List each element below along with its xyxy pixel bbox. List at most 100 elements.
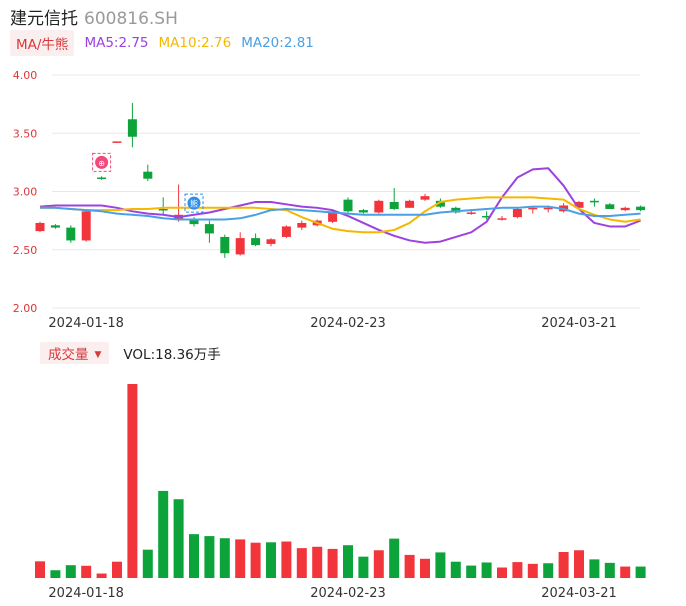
candle-body [281,226,291,237]
volume-bar [543,563,554,578]
volume-bar [142,549,153,578]
candle-body [235,238,245,255]
volume-x-tick-label: 2024-03-21 [541,586,617,601]
candle-body [528,207,538,210]
y-tick-label: 2.00 [13,302,38,315]
x-tick-label: 2024-01-18 [48,316,124,331]
volume-bar [466,565,477,578]
volume-bar [250,542,261,578]
candle-body [35,222,45,232]
stock-header: 建元信托 600816.SH [10,4,178,29]
volume-bar [527,563,538,578]
candle-body [127,119,137,137]
candle-body [220,236,230,254]
volume-bar [189,534,199,578]
volume-bar [204,536,215,578]
volume-legend: 成交量 ▼ VOL:18.36万手 [40,342,221,364]
ma10-line [40,196,641,234]
candle-body [482,215,492,218]
sell-marker-frame [184,193,204,213]
volume-bar [604,562,615,578]
candle-body [297,222,307,228]
gift-icon [95,155,109,169]
candle-body [589,200,599,203]
y-tick-label: 3.00 [13,186,38,199]
volume-bar [574,550,584,578]
volume-bar [158,490,169,578]
volume-bar [373,550,384,578]
candle-body [189,219,199,225]
buy-marker-glyph: ⊕ [98,159,105,168]
y-tick-label: 4.00 [13,69,38,82]
shield-icon [187,196,201,210]
volume-value: VOL:18.36万手 [123,347,221,363]
y-tick-label: 3.50 [13,127,38,140]
stock-name: 建元信托 [10,9,78,29]
candle-body [50,225,60,228]
stock-code: 600816.SH [84,9,178,29]
volume-bar [450,561,461,578]
volume-bar [481,562,492,578]
ma-indicator-toggle[interactable]: MA/牛熊 [10,30,75,56]
volume-bar [112,561,122,578]
volume-bar [173,499,184,578]
buy-marker-frame [92,152,112,172]
candle-body [374,200,384,213]
candle-body [405,200,415,208]
sell-marker-glyph: 熊 [190,199,198,209]
volume-bar [266,542,276,578]
volume-bar [404,554,415,578]
candle-body [358,210,368,213]
volume-x-tick-label: 2024-01-18 [48,586,124,601]
volume-bar [312,546,323,578]
x-tick-label: 2024-02-23 [310,316,386,331]
volume-bar [65,565,76,578]
candle-body [636,206,646,211]
volume-x-tick-label: 2024-02-23 [310,586,386,601]
candle-body [497,218,507,220]
volume-bar [389,538,400,578]
volume-bar [435,552,446,578]
candle-body [389,201,399,209]
candle-body [112,141,122,143]
ma-legend: MA/牛熊 MA5:2.75 MA10:2.76 MA20:2.81 [10,30,314,56]
candle-body [543,207,553,210]
volume-bar [512,562,523,578]
x-tick-label: 2024-03-21 [541,316,617,331]
candle-body [620,207,630,211]
candle-body [266,239,276,244]
ma10-legend: MA10:2.76 [158,35,232,51]
volume-bar [50,570,61,578]
volume-bar [281,541,292,578]
volume-bar [35,561,45,578]
candle-body [204,224,214,234]
candle-body [466,212,476,214]
ma20-line [40,205,641,221]
volume-bar [343,545,353,578]
candle-body [81,211,91,241]
volume-bar [358,556,369,578]
ma5-legend: MA5:2.75 [84,35,149,51]
volume-bar [96,573,107,578]
volume-bar [420,558,430,578]
volume-bar [127,384,138,578]
ma20-legend: MA20:2.81 [241,35,314,51]
volume-bar [235,539,246,578]
volume-bar [635,566,646,578]
volume-bar [589,559,600,578]
candle-body [605,204,615,209]
volume-bar [497,567,507,578]
candle-body [97,177,107,180]
dropdown-caret-icon: ▼ [94,350,102,360]
candle-body [66,227,76,241]
volume-bar [558,552,569,578]
candle-body [512,208,522,218]
y-tick-label: 2.50 [13,244,38,257]
candle-body [251,238,261,246]
volume-bar [296,548,307,578]
volume-indicator-toggle[interactable]: 成交量 ▼ [40,342,110,364]
candle-body [435,200,445,207]
volume-toggle-label: 成交量 [48,347,89,363]
volume-bar [219,538,230,578]
